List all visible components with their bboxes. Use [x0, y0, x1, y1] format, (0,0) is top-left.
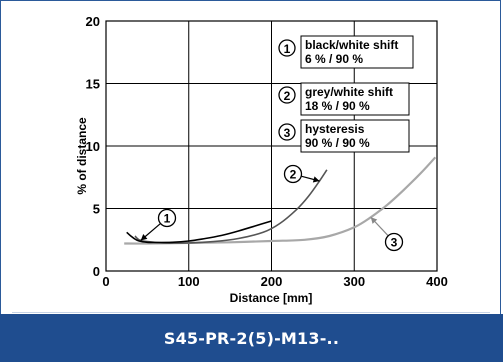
legend-marker-number: 1: [284, 42, 291, 56]
x-tick-label: 100: [178, 274, 200, 289]
legend-label-line1: grey/white shift: [305, 85, 393, 99]
legend-marker-number: 3: [284, 126, 291, 140]
x-tick-label: 400: [426, 274, 448, 289]
callout-circle: [283, 164, 303, 184]
callout-number: 1: [164, 212, 171, 226]
series-line-3: [124, 156, 437, 245]
chart: 0 100 200 300 400 0 5 10 15 20 1 black/white shift…: [75, 14, 448, 305]
legend-marker-circle: [278, 86, 296, 104]
callout-circle: [384, 232, 404, 252]
y-tick-label: 20: [86, 14, 100, 29]
legend-label-line2: 90 % / 90 %: [305, 136, 370, 150]
legend-label-line2: 6 % / 90 %: [305, 52, 363, 66]
series-layer: [124, 156, 437, 245]
annotation-callout-3: 3: [370, 216, 404, 252]
axes: 0 100 200 300 400 0 5 10 15 20: [86, 14, 448, 289]
y-tick-label: 5: [93, 202, 100, 217]
legend-label-line1: hysteresis: [305, 122, 365, 136]
legend-label-box: [300, 119, 410, 153]
annotation-callout-2: 2: [283, 164, 320, 184]
y-tick-label: 0: [93, 264, 100, 279]
callout-arrowhead: [140, 234, 148, 241]
legend-marker-circle: [278, 39, 296, 57]
callout-arrowhead: [312, 176, 320, 183]
product-name: S45-PR-2(5)-M13-..: [163, 328, 340, 348]
annotations: 1 2 3: [140, 164, 404, 252]
legend-marker-number: 2: [284, 89, 291, 103]
legend-label-line2: 18 % / 90 %: [305, 99, 370, 113]
legend-label-line1: black/white shift: [305, 38, 398, 52]
callout-arrowhead: [370, 217, 378, 224]
x-axis-label: Distance [mm]: [230, 291, 313, 305]
series-line-1: [126, 220, 272, 244]
callout-number: 3: [391, 236, 398, 250]
callout-number: 2: [290, 168, 297, 182]
legend-label-box: [300, 35, 414, 69]
legend-label-box: [300, 82, 410, 116]
product-name-banner: S45-PR-2(5)-M13-..: [0, 314, 503, 362]
plot-border: [105, 20, 438, 272]
y-tick-label: 10: [86, 139, 100, 154]
y-tick-label: 15: [86, 77, 100, 92]
divider: [12, 312, 490, 313]
y-axis-label: % of distance: [75, 117, 89, 195]
callout-circle: [157, 208, 177, 228]
legend-marker-circle: [278, 123, 296, 141]
x-tick-label: 200: [261, 274, 283, 289]
annotation-callout-1: 1: [140, 208, 177, 241]
x-tick-label: 0: [102, 274, 109, 289]
x-tick-label: 300: [343, 274, 365, 289]
